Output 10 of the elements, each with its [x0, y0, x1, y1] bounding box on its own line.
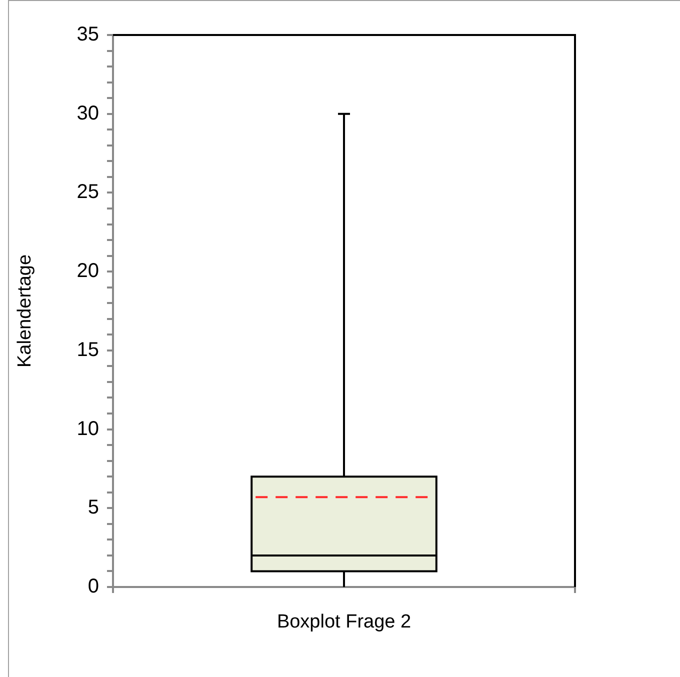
y-axis-title: Kalendertage: [14, 254, 36, 368]
y-tick-label: 30: [76, 102, 99, 124]
y-tick-label: 0: [88, 576, 99, 598]
y-tick-label: 15: [76, 338, 99, 361]
y-tick-label: 20: [76, 260, 99, 282]
y-tick-label: 5: [88, 496, 99, 519]
y-tick-label: 25: [76, 181, 99, 204]
x-tick-label: Boxplot Frage 2: [276, 612, 412, 633]
y-tick-label: 35: [76, 24, 99, 46]
y-tick-label: 10: [76, 418, 99, 440]
